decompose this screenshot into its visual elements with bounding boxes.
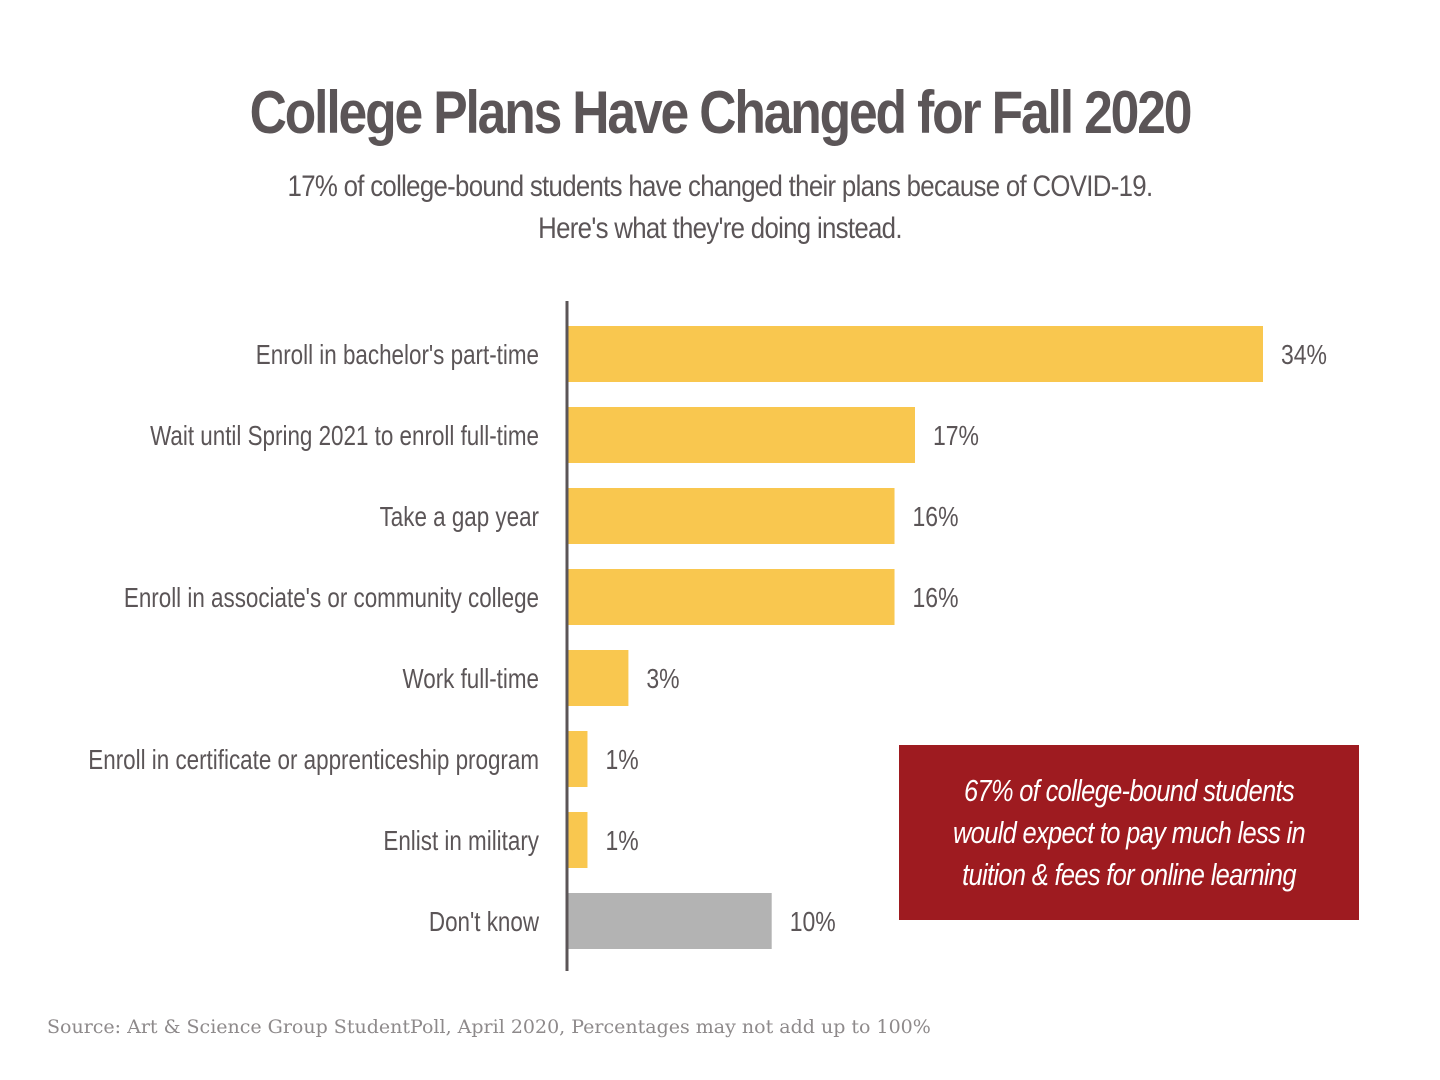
bar-3: [567, 569, 895, 625]
category-labels-group: Enroll in bachelor's part-time Wait until…: [88, 339, 539, 937]
bar-1: [567, 407, 915, 463]
bar-7: [567, 893, 772, 949]
value-label-0: 34%: [1281, 339, 1327, 370]
category-label-0: Enroll in bachelor's part-time: [256, 339, 539, 370]
value-label-6: 1%: [605, 825, 638, 856]
category-label-6: Enlist in military: [383, 825, 539, 856]
value-label-5: 1%: [605, 744, 638, 775]
value-label-2: 16%: [913, 501, 959, 532]
value-label-3: 16%: [913, 582, 959, 613]
callout-box: 67% of college-bound students would expe…: [899, 745, 1359, 920]
value-label-4: 3%: [646, 663, 679, 694]
value-labels-group: 34% 17% 16% 16% 3% 1% 1% 10%: [605, 339, 1327, 937]
bars-group: [567, 326, 1263, 949]
category-label-5: Enroll in certificate or apprenticeship …: [88, 744, 539, 775]
category-label-3: Enroll in associate's or community colle…: [124, 582, 539, 613]
source-note: Source: Art & Science Group StudentPoll,…: [47, 1016, 931, 1038]
chart-title: College Plans Have Changed for Fall 2020: [249, 79, 1193, 146]
value-label-7: 10%: [790, 906, 836, 937]
bar-0: [567, 326, 1263, 382]
bar-6: [567, 812, 588, 868]
chart-subtitle-line-1: 17% of college-bound students have chang…: [287, 170, 1154, 203]
category-label-4: Work full-time: [403, 663, 540, 694]
bar-5: [567, 731, 588, 787]
chart-subtitle-line-2: Here's what they're doing instead.: [538, 212, 902, 245]
bar-2: [567, 488, 895, 544]
bar-4: [567, 650, 629, 706]
callout-text: 67% of college-bound students would expe…: [952, 772, 1306, 892]
category-label-2: Take a gap year: [380, 501, 539, 532]
category-label-7: Don't know: [429, 906, 540, 937]
category-label-1: Wait until Spring 2021 to enroll full-ti…: [150, 420, 539, 451]
value-label-1: 17%: [933, 420, 979, 451]
